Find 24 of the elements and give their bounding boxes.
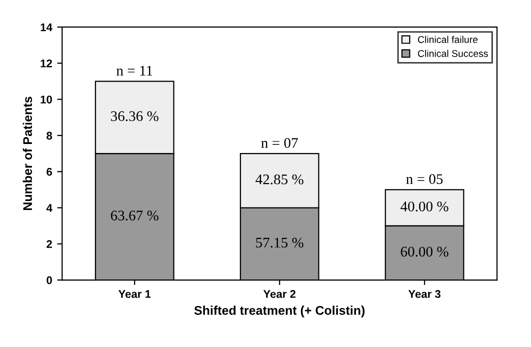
y-tick-label: 12: [40, 59, 52, 68]
x-tick-label: Year 1: [118, 290, 151, 298]
y-tick-label: 4: [46, 204, 52, 212]
annotation: 63.67 %: [110, 210, 158, 220]
x-axis-title: Shifted treatment (+ Colistin): [194, 306, 365, 318]
total-label: n = 07: [261, 138, 298, 148]
y-axis-title: Number of Patients: [22, 96, 32, 210]
legend-label: Clinical Success: [418, 50, 488, 57]
y-tick-label: 6: [46, 168, 52, 176]
total-label: n = 05: [406, 174, 443, 184]
legend-label: Clinical failure: [418, 36, 478, 44]
y-tick-label: 8: [46, 132, 52, 140]
annotation: 60.00 %: [400, 246, 448, 257]
annotation: 42.85 %: [256, 174, 304, 184]
y-tick-label: 0: [46, 276, 52, 284]
annotation: 57.15 %: [256, 238, 304, 248]
y-tick-label: 10: [40, 96, 52, 104]
annotation: 40.00 %: [400, 202, 448, 212]
annotation: 36.36 %: [111, 111, 158, 122]
x-tick-label: Year 2: [263, 290, 296, 298]
x-tick-label: Year 3: [408, 290, 441, 298]
y-tick-label: 2: [46, 240, 52, 248]
y-tick-label: 14: [40, 23, 52, 32]
total-label: n = 11: [116, 66, 152, 76]
